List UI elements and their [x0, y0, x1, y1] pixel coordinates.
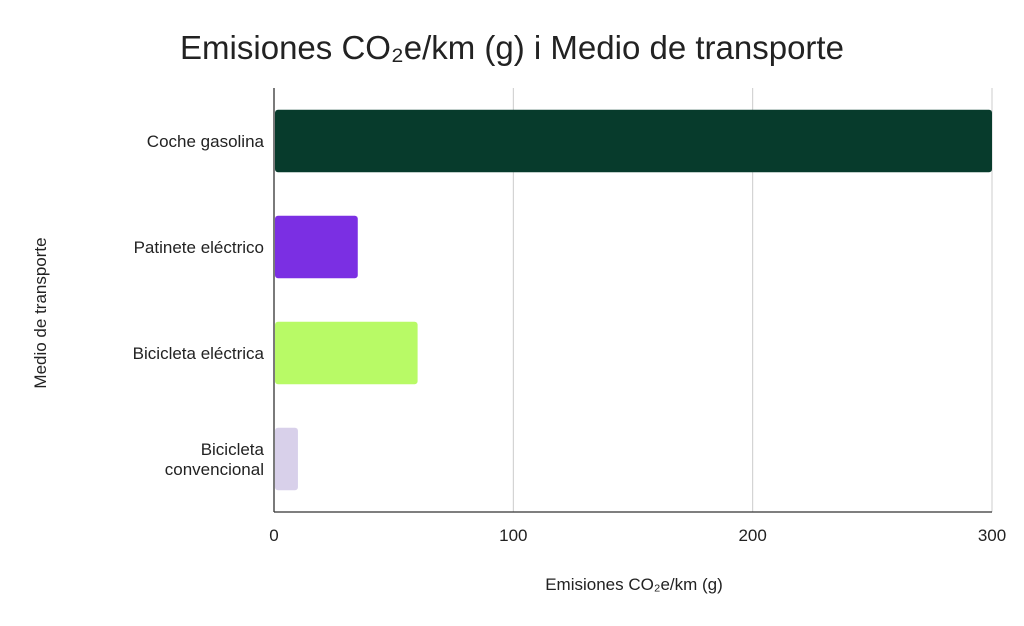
x-tick-label: 200: [738, 526, 766, 545]
bar: [275, 427, 298, 491]
x-tick-label: 100: [499, 526, 527, 545]
x-tick-label: 0: [269, 526, 278, 545]
category-label: Bicicleta eléctrica: [133, 344, 265, 363]
category-label: convencional: [165, 460, 264, 479]
category-labels: Coche gasolina Patinete eléctrico Biciclet…: [133, 132, 265, 479]
bar: [275, 109, 992, 173]
category-label: Coche gasolina: [147, 132, 265, 151]
chart-title: Emisiones CO₂e/km (g) i Medio de transpo…: [180, 29, 844, 66]
bars: [275, 109, 992, 491]
category-label: Bicicleta: [201, 440, 265, 459]
bar: [275, 215, 358, 279]
y-axis-title: Medio de transporte: [31, 237, 50, 388]
x-axis-title: Emisiones CO₂e/km (g): [545, 575, 723, 594]
x-tick-label: 300: [978, 526, 1006, 545]
axes: [273, 88, 992, 513]
category-label: Patinete eléctrico: [134, 238, 264, 257]
bar: [275, 321, 418, 385]
x-tick-labels: 0 100 200 300: [269, 526, 1006, 545]
